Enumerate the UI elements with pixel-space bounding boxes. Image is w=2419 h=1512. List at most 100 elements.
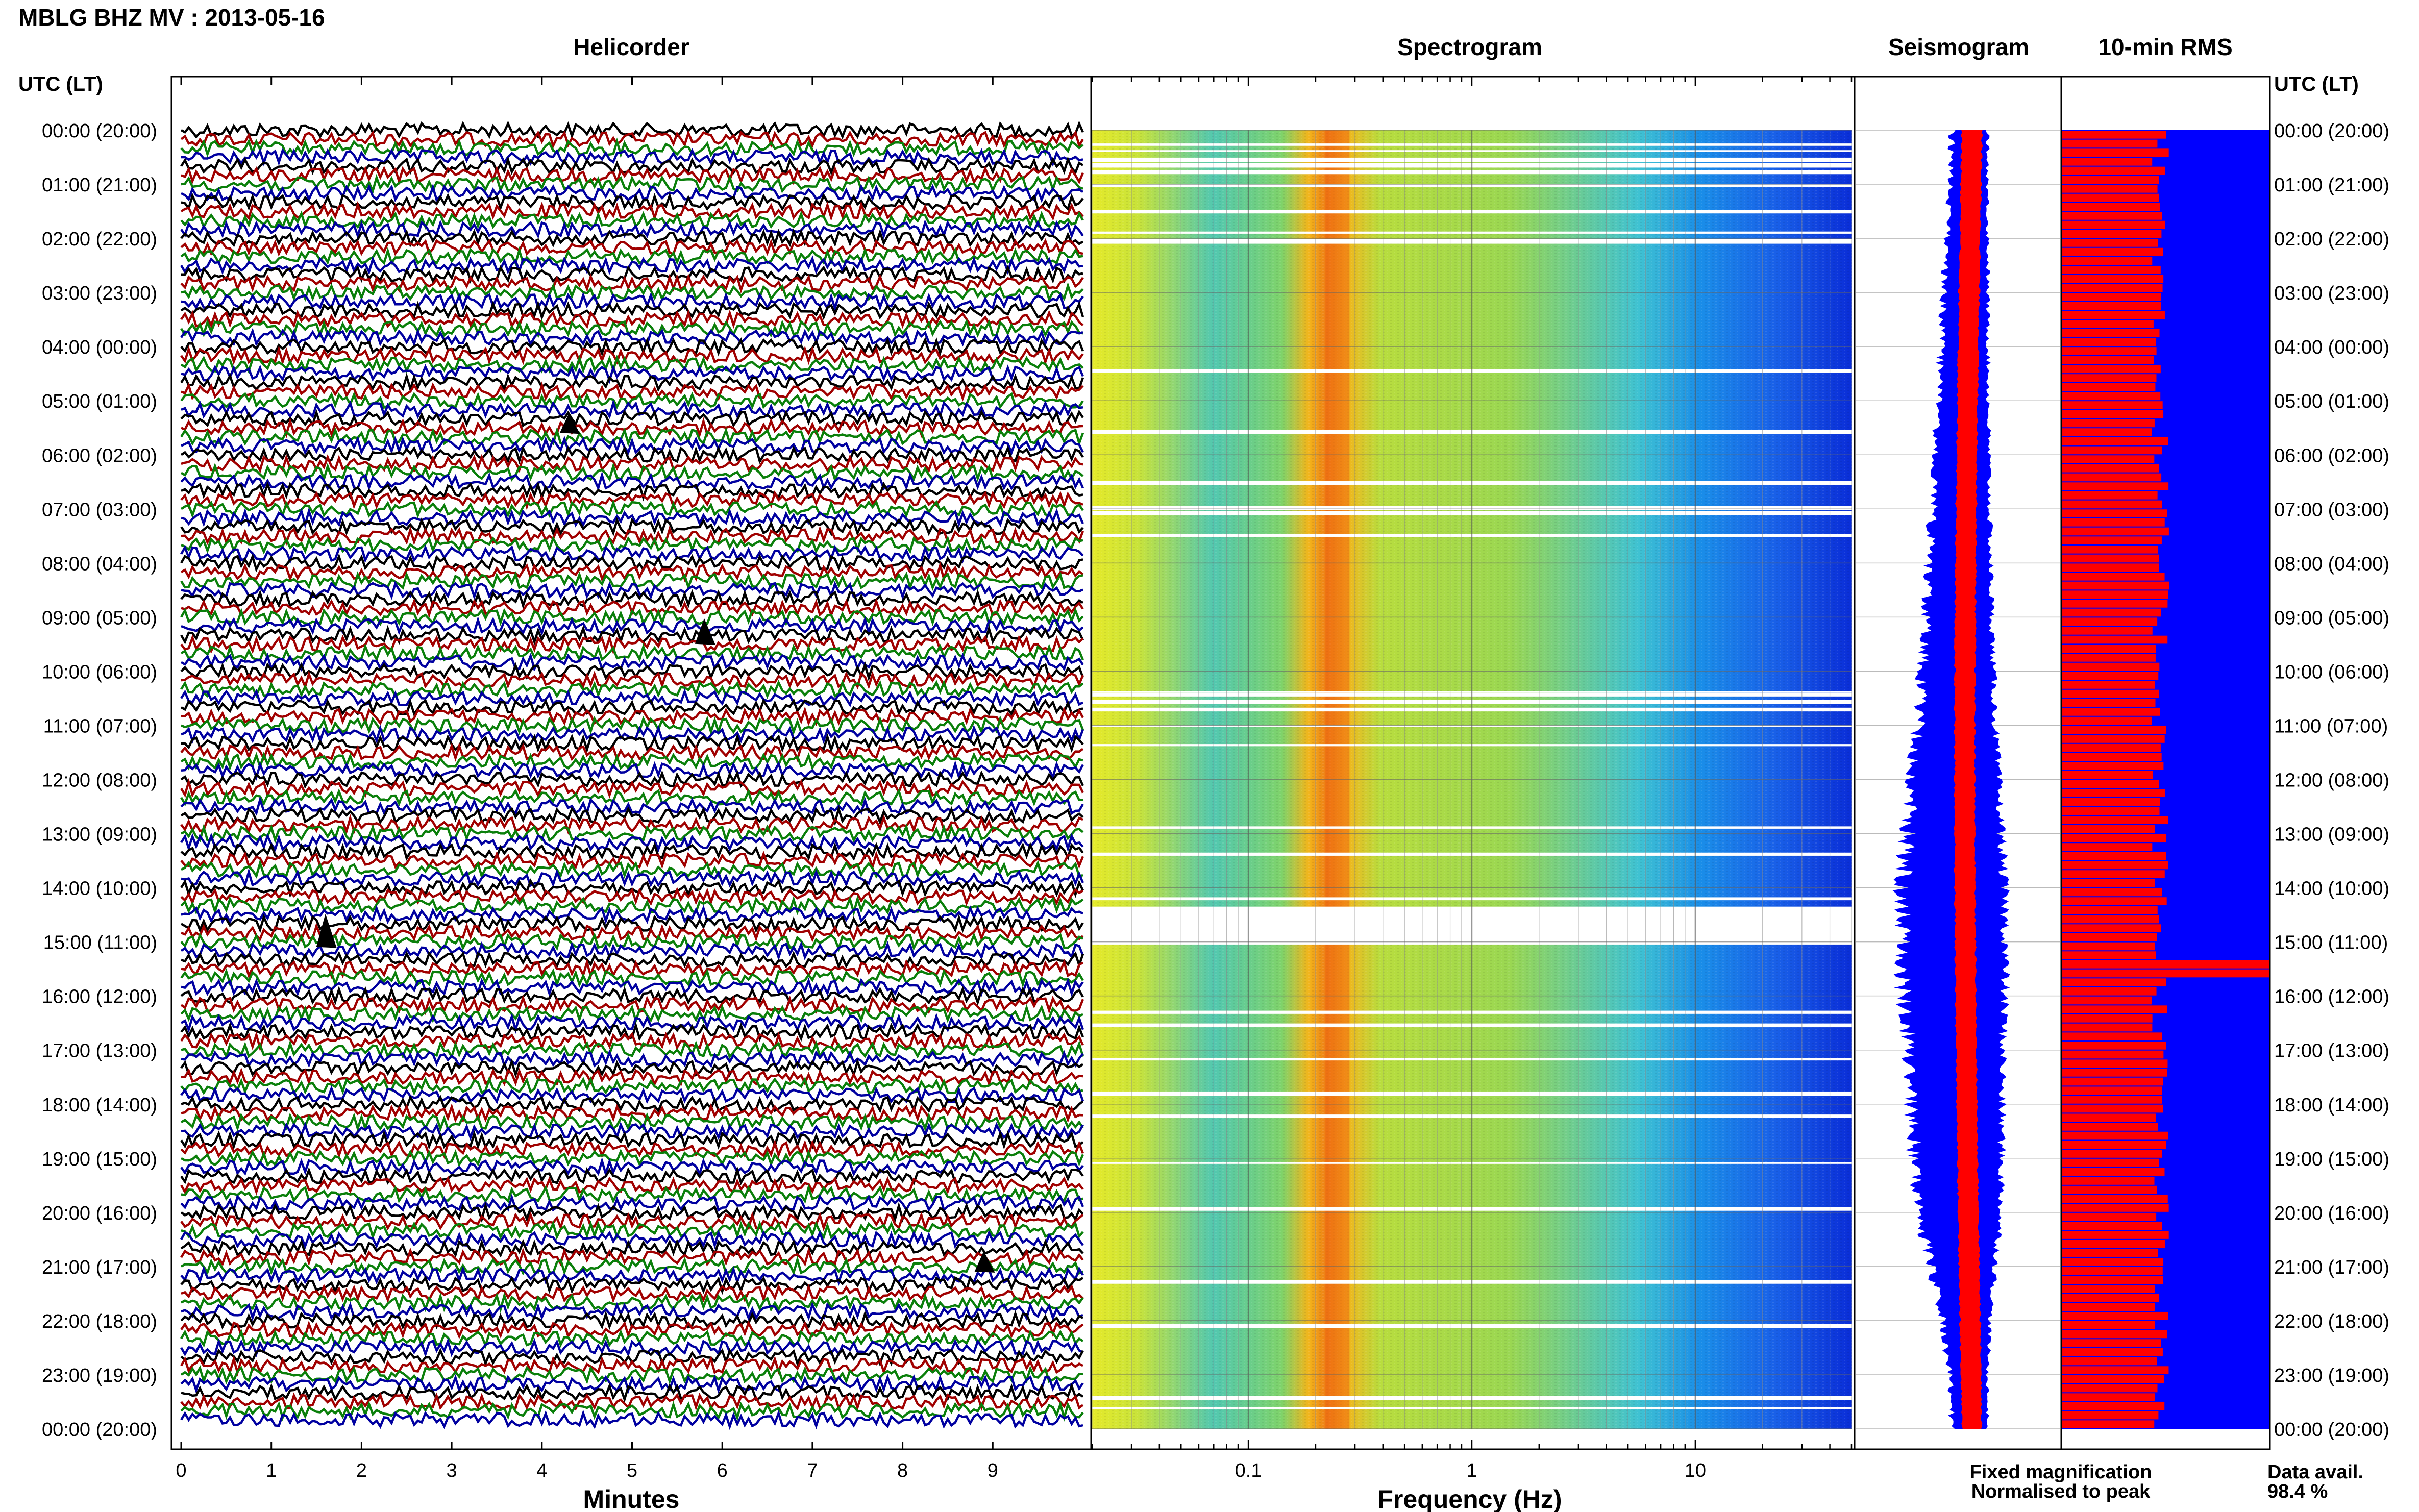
helicorder-trace: [180, 607, 1084, 628]
rms-bar: [2062, 1212, 2157, 1221]
rms-bar: [2062, 987, 2157, 996]
rms-bar: [2062, 1104, 2164, 1113]
helicorder-trace: [180, 137, 1084, 158]
time-label-right: 02:00 (22:00): [2274, 229, 2389, 250]
rms-bar: [2062, 1050, 2164, 1059]
helicorder-trace: [181, 481, 1083, 502]
rms-bar: [2062, 798, 2160, 806]
rms-bar: [2062, 1059, 2168, 1068]
rms-bar: [2062, 1321, 2155, 1329]
helicorder-trace: [180, 589, 1084, 610]
rms-bar: [2062, 1131, 2168, 1140]
time-axis-label-right: UTC (LT): [2274, 73, 2359, 95]
helicorder-trace: [180, 345, 1084, 366]
helicorder-trace: [180, 1157, 1084, 1178]
time-label-right: 10:00 (06:00): [2274, 661, 2389, 683]
minutes-tick-label: 6: [717, 1460, 728, 1481]
rms-bar: [2062, 645, 2156, 653]
rms-bar: [2062, 708, 2160, 716]
rms-bar: [2062, 509, 2167, 517]
helicorder-trace: [180, 995, 1084, 1015]
helicorder-trace: [180, 130, 1084, 149]
rms-bar: [2062, 672, 2159, 680]
helicorder-trace: [180, 698, 1083, 717]
time-label-left: 16:00 (12:00): [42, 986, 157, 1008]
helicorder-trace: [181, 1220, 1084, 1241]
time-label-left: 02:00 (22:00): [42, 229, 157, 250]
seismogram-title: Seismogram: [1888, 34, 2029, 60]
rms-bar: [2062, 843, 2153, 851]
helicorder-trace: [180, 553, 1083, 574]
time-label-left: 13:00 (09:00): [42, 824, 157, 846]
rms-bar: [2062, 960, 2269, 969]
helicorder-trace: [180, 1112, 1084, 1133]
helicorder-trace: [180, 643, 1084, 664]
helicorder-trace: [180, 156, 1084, 176]
rms-bar: [2062, 654, 2156, 662]
time-label-right: 07:00 (03:00): [2274, 499, 2389, 520]
helicorder-trace: [180, 120, 1084, 140]
rms-bar: [2062, 762, 2164, 770]
rms-bar: [2062, 581, 2169, 590]
helicorder-trace: [180, 841, 1084, 861]
rms-bar: [2062, 554, 2159, 563]
time-label-left: 15:00 (11:00): [43, 932, 157, 954]
rms-bar: [2062, 365, 2161, 374]
seismogram-envelopes: [1892, 130, 2010, 1429]
rms-bar: [2062, 1267, 2163, 1275]
rms-bar: [2062, 347, 2157, 355]
rms-bar: [2062, 212, 2162, 220]
rms-bar: [2062, 419, 2155, 428]
time-label-right: 16:00 (12:00): [2274, 986, 2389, 1008]
helicorder-trace: [180, 571, 1083, 591]
helicorder-trace: [181, 364, 1084, 384]
rms-bar: [2062, 861, 2168, 870]
rms-bar: [2062, 491, 2158, 500]
rms-bar: [2062, 1240, 2165, 1248]
time-label-left: 21:00 (17:00): [42, 1257, 157, 1278]
rms-bar: [2062, 617, 2158, 626]
rms-panel: [2060, 76, 2271, 1450]
helicorder-trace: [180, 985, 1084, 1006]
helicorder-trace: [180, 1230, 1084, 1250]
helicorder-trace: [181, 581, 1083, 601]
minutes-tick-label: 8: [897, 1460, 908, 1481]
time-label-right: 09:00 (05:00): [2274, 607, 2389, 629]
rms-bar: [2062, 148, 2169, 157]
helicorder-trace: [180, 1085, 1084, 1104]
rms-bar: [2062, 500, 2162, 509]
rms-bar: [2062, 627, 2153, 635]
time-label-right: 05:00 (01:00): [2274, 391, 2389, 412]
helicorder-trace: [180, 1058, 1084, 1079]
helicorder-trace: [180, 941, 1084, 961]
rms-bar: [2062, 230, 2162, 238]
rms-bar: [2062, 969, 2269, 978]
rms-bar: [2062, 320, 2154, 328]
rms-bar: [2062, 1276, 2163, 1284]
helicorder-trace: [180, 1247, 1084, 1268]
helicorder-trace: [180, 273, 1084, 294]
rms-bar: [2062, 825, 2155, 833]
frequency-axis-label: Frequency (Hz): [1377, 1485, 1562, 1512]
time-label-right: 17:00 (13:00): [2274, 1040, 2389, 1062]
helicorder-trace: [181, 526, 1084, 546]
rms-fixed-area: [2062, 130, 2269, 1429]
helicorder-trace: [180, 1392, 1084, 1411]
helicorder-trace: [180, 1320, 1084, 1340]
rms-bar: [2062, 807, 2160, 815]
time-label-left: 07:00 (03:00): [42, 499, 157, 520]
rms-bar: [2062, 735, 2165, 743]
helicorder-trace: [181, 670, 1084, 690]
time-label-right: 18:00 (14:00): [2274, 1095, 2389, 1116]
helicorder-trace: [180, 309, 1084, 329]
rms-bar: [2062, 356, 2154, 364]
spectrogram-panel: 0.1 1 10: [1090, 76, 1856, 1481]
rms-bar: [2062, 1014, 2153, 1023]
helicorder-trace: [181, 905, 1084, 925]
rms-bar: [2062, 338, 2156, 346]
helicorder-trace: [180, 1409, 1083, 1430]
time-label-right: 03:00 (23:00): [2274, 283, 2389, 304]
time-label-left: 18:00 (14:00): [42, 1095, 157, 1116]
rms-bar: [2062, 239, 2158, 247]
rms-bar: [2062, 608, 2161, 617]
